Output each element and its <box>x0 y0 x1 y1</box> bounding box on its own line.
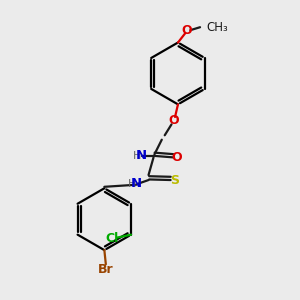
Text: N: N <box>136 149 147 162</box>
Text: O: O <box>171 151 182 164</box>
Text: CH₃: CH₃ <box>206 21 228 34</box>
Text: N: N <box>131 177 142 190</box>
Text: S: S <box>170 173 179 187</box>
Text: H: H <box>133 151 141 160</box>
Text: Br: Br <box>98 263 114 276</box>
Text: O: O <box>168 114 179 127</box>
Text: H: H <box>128 178 136 189</box>
Text: Cl: Cl <box>105 232 119 245</box>
Text: O: O <box>182 24 192 37</box>
